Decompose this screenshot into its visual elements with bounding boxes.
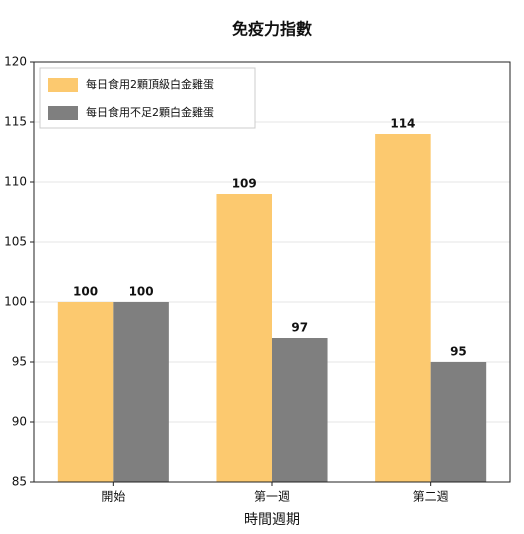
x-tick-label: 開始 (101, 490, 125, 504)
bar (375, 134, 431, 482)
plot-frame (33, 61, 511, 483)
y-tick-label: 110 (4, 175, 27, 189)
y-tick-label: 115 (4, 115, 27, 129)
bar (272, 338, 328, 482)
x-axis-label: 時間週期 (244, 512, 300, 528)
value-label: 100 (129, 285, 154, 299)
legend-swatch (48, 106, 78, 120)
bar (113, 302, 169, 482)
legend-swatch (48, 78, 78, 92)
bar (430, 362, 487, 482)
bar (57, 302, 114, 482)
y-tick-label: 95 (12, 355, 27, 369)
y-tick-label: 85 (12, 475, 27, 489)
y-tick-label: 105 (4, 235, 27, 249)
legend-label: 每日食用2顆頂級白金雞蛋 (86, 77, 214, 91)
value-label: 95 (450, 345, 467, 359)
legend-label: 每日食用不足2顆白金雞蛋 (86, 105, 214, 119)
value-label: 100 (73, 285, 98, 299)
chart-title: 免疫力指數 (232, 20, 312, 39)
y-tick-label: 100 (4, 295, 27, 309)
bar (216, 194, 272, 482)
y-tick-label: 120 (4, 55, 27, 69)
value-label: 114 (390, 117, 415, 131)
value-label: 109 (232, 177, 257, 191)
x-tick-label: 第一週 (254, 490, 290, 504)
value-label: 97 (291, 321, 308, 335)
x-tick-label: 第二週 (413, 490, 449, 504)
y-tick-label: 90 (12, 415, 27, 429)
